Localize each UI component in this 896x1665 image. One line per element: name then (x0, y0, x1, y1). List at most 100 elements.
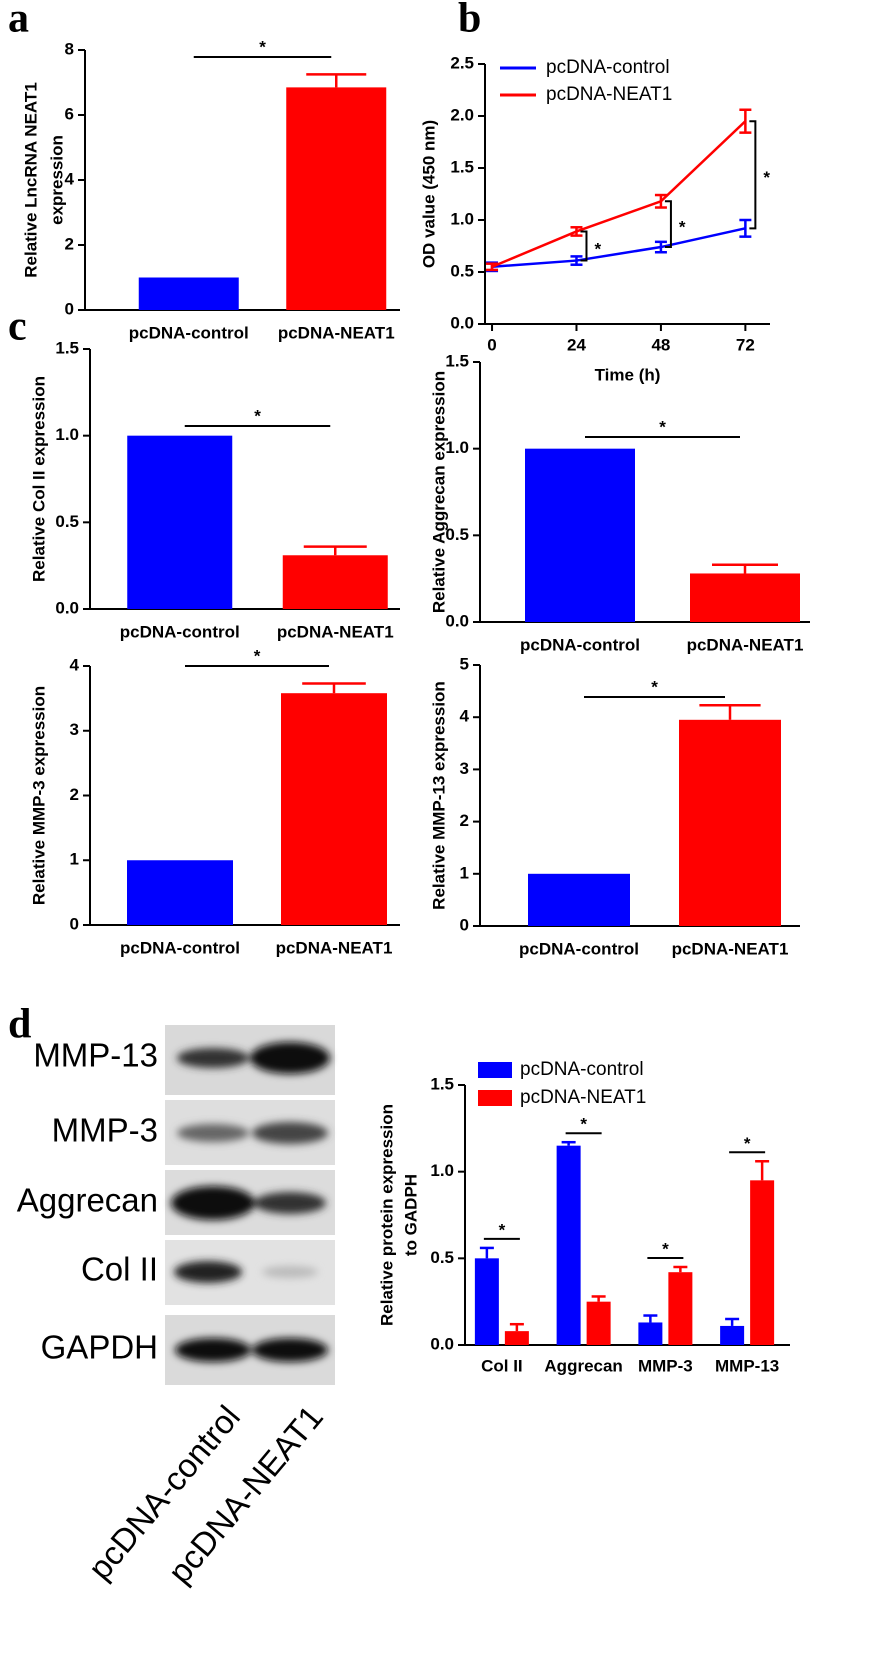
band (252, 1122, 328, 1144)
significance-label: * (594, 239, 601, 258)
x-tick-label: 0 (487, 335, 496, 354)
y-axis-label: Relative MMP-13 expression (429, 681, 448, 910)
y-tick-label: 1.5 (450, 157, 474, 176)
y-tick-label: 0 (65, 299, 74, 318)
x-tick-label: pcDNA-NEAT1 (687, 635, 804, 654)
significance-label: * (744, 1134, 751, 1153)
y-tick-label: 0.5 (445, 525, 469, 544)
blot-row-label: Col II (81, 1251, 158, 1288)
y-tick-label: 2.5 (450, 53, 474, 72)
band (250, 1042, 330, 1074)
y-tick-label: 0.0 (445, 611, 469, 630)
y-tick-label: 3 (460, 759, 469, 778)
legend-label: pcDNA-control (546, 57, 670, 78)
bar (690, 573, 800, 622)
panel-label: c (8, 304, 27, 350)
y-tick-label: 1.0 (55, 425, 79, 444)
y-tick-label: 0.0 (55, 598, 79, 617)
y-tick-label: 0.5 (450, 261, 474, 280)
x-axis-label: Time (h) (595, 365, 661, 384)
y-axis-label: Relative Aggrecan expression (429, 371, 448, 613)
y-tick-label: 0 (460, 915, 469, 934)
x-tick-label: pcDNA-control (120, 622, 240, 641)
significance-label: * (254, 406, 261, 425)
significance-label: * (254, 646, 261, 665)
x-tick-label: 48 (651, 335, 670, 354)
significance-bracket (580, 230, 588, 262)
bar (286, 87, 387, 310)
y-tick-label: 0.0 (430, 1334, 454, 1353)
y-tick-label: 1.0 (450, 209, 474, 228)
legend-swatch (478, 1062, 512, 1078)
significance-bracket (749, 120, 757, 230)
y-axis-label: Relative Col II expression (29, 376, 48, 582)
bar (750, 1180, 775, 1345)
y-tick-label: 1 (460, 863, 469, 882)
significance-label: * (679, 218, 686, 237)
y-tick-label: 2.0 (450, 105, 474, 124)
y-tick-label: 1.0 (445, 438, 469, 457)
band (262, 1266, 318, 1278)
bar (720, 1325, 745, 1345)
significance-label: * (662, 1239, 669, 1258)
y-tick-label: 4 (70, 655, 80, 674)
significance-label: * (651, 677, 658, 696)
y-tick-label: 0.0 (450, 313, 474, 332)
x-tick-label: pcDNA-control (520, 635, 640, 654)
y-tick-label: 1.5 (55, 338, 79, 357)
y-axis-label: expression (47, 135, 66, 225)
y-tick-label: 3 (70, 720, 79, 739)
y-tick-label: 1.5 (445, 351, 469, 370)
significance-label: * (763, 168, 770, 187)
x-tick-label: 72 (736, 335, 755, 354)
x-tick-label: MMP-13 (715, 1356, 779, 1375)
y-axis-label: Relative LncRNA NEAT1 (21, 82, 40, 278)
y-tick-label: 5 (460, 654, 469, 673)
y-tick-label: 0.5 (430, 1248, 454, 1267)
x-tick-label: pcDNA-control (519, 939, 639, 958)
y-tick-label: 2 (460, 811, 469, 830)
y-tick-label: 2 (65, 234, 74, 253)
y-tick-label: 8 (65, 39, 74, 58)
y-tick-label: 1.0 (430, 1161, 454, 1180)
y-axis-label: to GADPH (401, 1174, 420, 1256)
y-tick-label: 4 (460, 707, 470, 726)
bar (525, 448, 635, 622)
x-tick-label: Aggrecan (544, 1356, 622, 1375)
panel-label: a (8, 0, 29, 42)
panel-label: d (8, 1002, 31, 1048)
bar (127, 860, 233, 925)
blot-row-label: GAPDH (41, 1329, 158, 1366)
bar (668, 1272, 693, 1345)
band (174, 1261, 242, 1283)
significance-label: * (659, 417, 666, 436)
band (254, 1192, 326, 1214)
x-tick-label: 24 (567, 335, 586, 354)
bar (679, 719, 781, 926)
bar (281, 693, 387, 925)
blot-row-label: Aggrecan (17, 1182, 158, 1219)
bar (282, 555, 388, 609)
legend-label: pcDNA-NEAT1 (546, 84, 672, 105)
x-tick-label: pcDNA-NEAT1 (276, 938, 393, 957)
significance-label: * (580, 1115, 587, 1134)
x-tick-label: pcDNA-NEAT1 (278, 323, 395, 342)
blot-row-label: MMP-13 (33, 1037, 158, 1074)
significance-label: * (259, 37, 266, 56)
y-tick-label: 1.5 (430, 1074, 454, 1093)
band (252, 1338, 328, 1362)
band (171, 1186, 255, 1220)
x-tick-label: Col II (481, 1356, 523, 1375)
legend-label: pcDNA-NEAT1 (520, 1087, 646, 1108)
line (491, 120, 747, 268)
y-axis-label: OD value (450 nm) (419, 120, 438, 268)
legend-swatch (478, 1090, 512, 1106)
bar (127, 435, 233, 609)
band (177, 1048, 249, 1068)
western-blot (165, 1025, 335, 1385)
x-tick-label: pcDNA-control (129, 323, 249, 342)
significance-label: * (499, 1220, 506, 1239)
line (491, 227, 746, 269)
y-tick-label: 6 (65, 104, 74, 123)
